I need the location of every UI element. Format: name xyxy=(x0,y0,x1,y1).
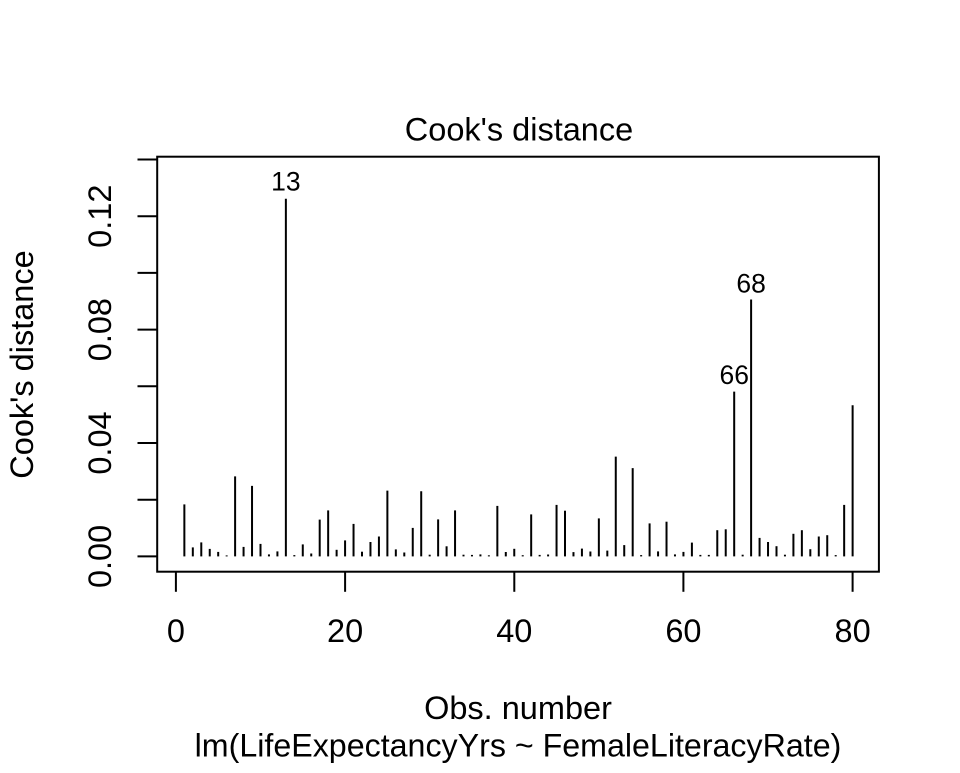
svg-text:0: 0 xyxy=(167,613,185,649)
svg-text:40: 40 xyxy=(496,613,532,649)
svg-text:0.08: 0.08 xyxy=(82,298,118,361)
svg-text:20: 20 xyxy=(327,613,363,649)
svg-text:13: 13 xyxy=(271,167,300,197)
svg-text:Obs. number: Obs. number xyxy=(424,690,612,726)
svg-text:66: 66 xyxy=(719,360,748,390)
svg-text:0.12: 0.12 xyxy=(82,185,118,248)
svg-text:Cook's distance: Cook's distance xyxy=(405,112,633,148)
svg-text:80: 80 xyxy=(835,613,871,649)
svg-text:0.04: 0.04 xyxy=(82,411,118,474)
svg-text:Cook's distance: Cook's distance xyxy=(4,250,40,478)
svg-text:68: 68 xyxy=(736,269,765,299)
svg-text:0.00: 0.00 xyxy=(82,525,118,588)
svg-text:lm(LifeExpectancyYrs ~ FemaleL: lm(LifeExpectancyYrs ~ FemaleLiteracyRat… xyxy=(195,728,842,764)
svg-text:60: 60 xyxy=(665,613,701,649)
